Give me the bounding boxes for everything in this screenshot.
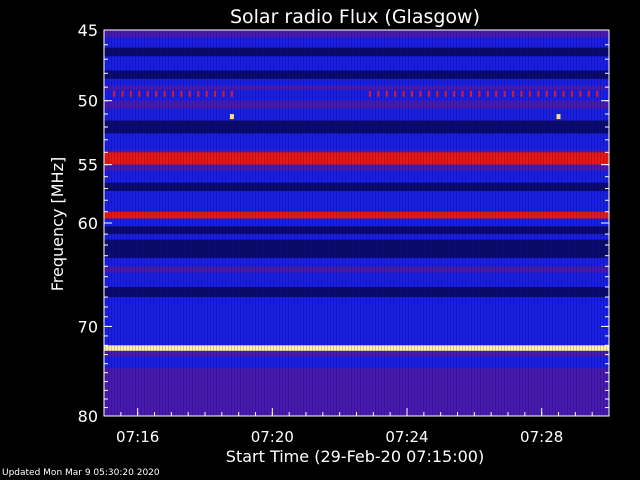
interference-dot-9: [188, 90, 191, 97]
interference-dot-30: [495, 90, 498, 97]
interference-dot-28: [478, 90, 481, 97]
interference-dot-38: [562, 90, 565, 97]
chart-title: Solar radio Flux (Glasgow): [230, 6, 480, 28]
y-tick-label-3: 60: [78, 214, 98, 233]
noise-texture: [104, 30, 609, 416]
y-tick-label-5: 80: [78, 407, 98, 426]
y-tick-label-0: 45: [78, 21, 98, 40]
interference-dot-12: [214, 90, 217, 97]
update-timestamp: Updated Mon Mar 9 05:30:20 2020: [2, 468, 160, 478]
interference-dot-36: [545, 90, 548, 97]
interference-dot-16: [377, 90, 380, 97]
interference-dot-25: [453, 90, 456, 97]
interference-dot-10: [197, 90, 200, 97]
interference-dot-1: [121, 90, 124, 97]
interference-dot-24: [444, 90, 447, 97]
burst-marker-1: [556, 114, 561, 120]
interference-dot-27: [469, 90, 472, 97]
interference-dot-39: [570, 90, 573, 97]
y-tick-label-2: 55: [78, 156, 98, 175]
interference-dot-5: [155, 90, 158, 97]
interference-dot-14: [230, 90, 233, 97]
interference-dot-2: [129, 90, 132, 97]
interference-dot-8: [180, 90, 183, 97]
interference-dot-3: [138, 90, 141, 97]
x-tick-label-2: 07:24: [385, 428, 428, 446]
y-axis-label: Frequency [MHz]: [48, 157, 67, 291]
interference-dot-6: [163, 90, 166, 97]
x-axis-label: Start Time (29-Feb-20 07:15:00): [226, 447, 484, 466]
plot-area: [103, 29, 610, 417]
interference-dot-41: [587, 90, 590, 97]
y-axis: 45 50 55 60 70 80: [78, 21, 609, 426]
interference-dot-37: [554, 90, 557, 97]
burst-marker-0: [229, 114, 234, 120]
interference-dot-15: [368, 90, 371, 97]
interference-dot-40: [579, 90, 582, 97]
interference-dot-21: [419, 90, 422, 97]
interference-dot-4: [146, 90, 149, 97]
interference-dot-34: [528, 90, 531, 97]
interference-dots: [113, 90, 599, 97]
interference-dot-22: [427, 90, 430, 97]
interference-dot-26: [461, 90, 464, 97]
interference-dot-11: [205, 90, 208, 97]
x-tick-label-3: 07:28: [520, 428, 563, 446]
interference-dot-20: [411, 90, 414, 97]
interference-dot-19: [402, 90, 405, 97]
interference-dot-0: [113, 90, 116, 97]
interference-dot-31: [503, 90, 506, 97]
y-tick-label-4: 70: [78, 317, 98, 336]
y-tick-label-1: 50: [78, 92, 98, 111]
interference-dot-17: [385, 90, 388, 97]
x-tick-label-1: 07:20: [251, 428, 294, 446]
interference-dot-23: [436, 90, 439, 97]
x-tick-label-0: 07:16: [116, 428, 159, 446]
burst-markers: [229, 114, 561, 120]
interference-dot-33: [520, 90, 523, 97]
interference-dot-18: [394, 90, 397, 97]
interference-dot-32: [512, 90, 515, 97]
interference-dot-35: [537, 90, 540, 97]
interference-dot-7: [172, 90, 175, 97]
x-axis: 07:16 07:20 07:24 07:28: [103, 408, 610, 446]
interference-dot-13: [222, 90, 225, 97]
interference-dot-29: [486, 90, 489, 97]
interference-dot-42: [596, 90, 599, 97]
